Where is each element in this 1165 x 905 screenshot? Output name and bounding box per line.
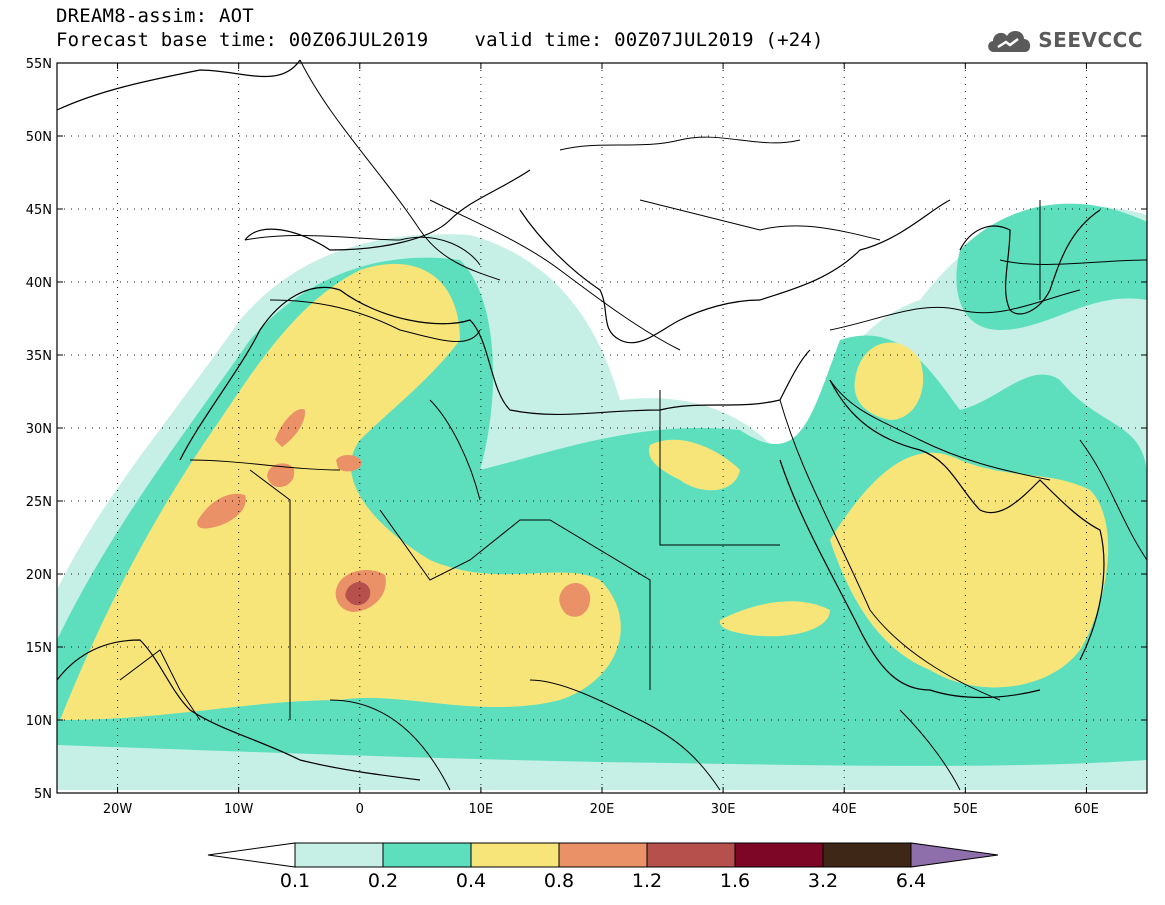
aot-contour-0.8-mauritania [197,493,246,529]
aot-contour-0.4-sudan [719,601,830,637]
aot-contour-0.2-caspian [956,203,1147,330]
colorbar-label: 0.2 [368,870,398,892]
coastlines [56,59,1105,781]
lat-label: 15N [26,641,52,656]
lon-label: 30E [711,802,736,817]
colorbar-swatch [294,842,384,868]
colorbar-label: 1.2 [632,870,662,892]
lon-label: 20W [103,802,133,817]
lat-label: 50N [26,130,52,145]
colorbar-label: 0.4 [456,870,486,892]
aot-contour-0.8-chad [559,582,591,617]
colorbar-legend: 0.1 0.2 0.4 0.8 1.2 1.6 3.2 6.4 [207,842,999,892]
aot-contour-0.8-sahara [336,454,362,472]
colorbar-under-arrow [207,842,296,868]
lon-label: 10E [469,802,494,817]
map-frame: 55N 50N 45N 40N 35N 30N 25N 20N 15N 10N 5N 20W 10W 0… [26,57,1148,817]
aot-contour-0.8-algeria [267,463,295,488]
lat-label: 25N [26,495,52,510]
colorbar-label: 3.2 [808,870,838,892]
aot-contour-0.8-morocco [275,409,306,447]
colorbar-swatch [382,842,472,868]
lat-label: 20N [26,568,52,583]
colorbar-swatch [822,842,912,868]
seevccc-logo: SEEVCCC [984,24,1143,56]
aot-contour-1.2-mali [345,581,371,606]
lon-label: 10W [224,802,254,817]
lat-label: 35N [26,349,52,364]
lon-label: 60E [1074,802,1099,817]
aot-contour-0.4-arabia [830,452,1109,688]
country-borders [119,59,1148,791]
cloud-icon [988,30,1031,52]
chart-subtitle: Forecast base time: 00Z06JUL2019 valid ti… [56,30,824,50]
aot-contour-0.4-iraq [854,342,924,420]
colorbar-label: 6.4 [896,870,926,892]
colorbar-swatch [470,842,560,868]
longitude-labels: 20W 10W 0 10E 20E 30E 40E 50E 60E [103,802,1099,817]
valid-time: valid time: 00Z07JUL2019 (+24) [474,29,824,51]
forecast-base-time: Forecast base time: 00Z06JUL2019 [56,29,429,51]
lat-label: 5N [34,787,52,802]
aot-contour-0.4-libya [649,439,740,491]
lon-label: 50E [953,802,978,817]
lon-label: 40E [832,802,857,817]
aot-contour-0.4-west [60,263,621,720]
lat-label: 45N [26,203,52,218]
latitude-labels: 55N 50N 45N 40N 35N 30N 25N 20N 15N 10N 5N [26,57,52,802]
lat-label: 40N [26,276,52,291]
axis-ticks [57,62,1147,794]
lat-label: 10N [26,714,52,729]
lat-label: 30N [26,422,52,437]
lon-label: 0 [356,802,364,817]
lon-label: 20E [590,802,615,817]
colorbar-label: 1.6 [720,870,750,892]
graticule [57,63,1147,793]
colorbar-label: 0.1 [280,870,310,892]
colorbar-swatch [734,842,824,868]
colorbar-over-arrow [910,842,999,868]
colorbar-swatch [558,842,648,868]
logo-text: SEEVCCC [1038,28,1143,52]
lat-label: 55N [26,57,52,72]
colorbar-label: 0.8 [544,870,574,892]
chart-title: DREAM8-assim: AOT [56,5,254,27]
colorbar-swatch [646,842,736,868]
